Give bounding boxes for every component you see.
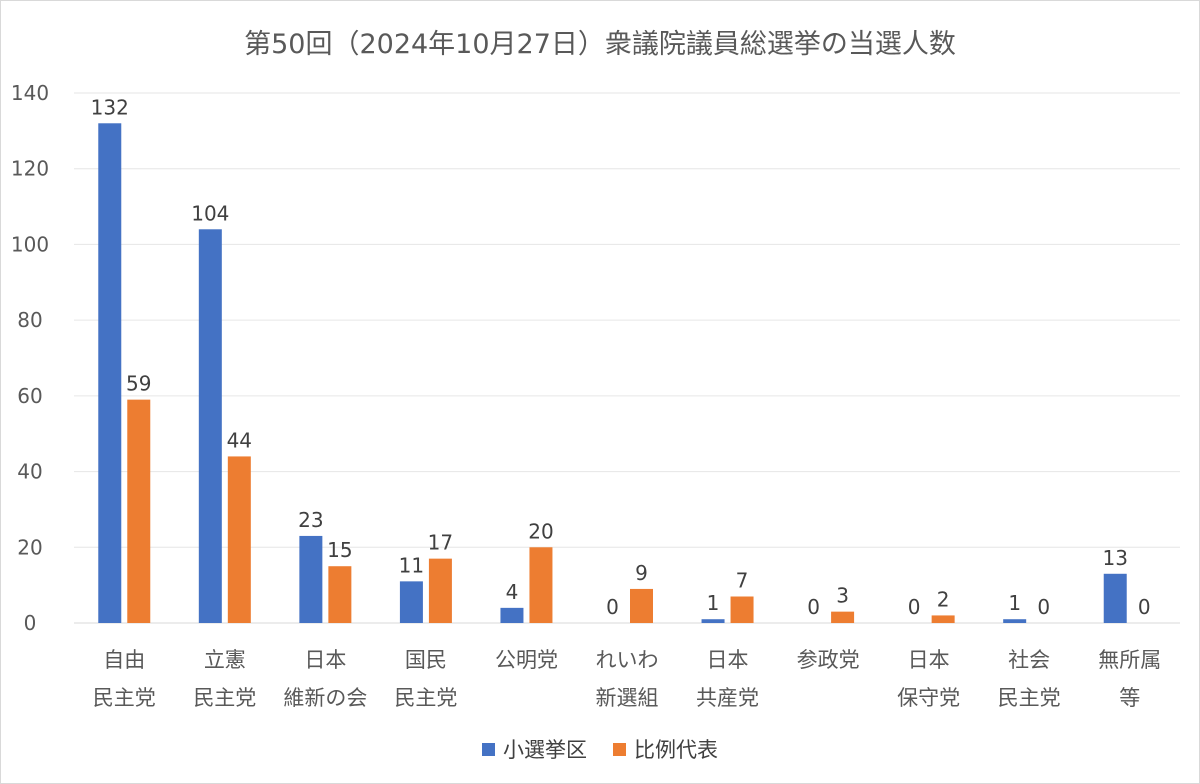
bar-single-seat — [399, 581, 423, 623]
x-tick-label: 立憲 — [204, 648, 246, 672]
chart-legend: 小選挙区 比例代表 — [0, 734, 1200, 764]
data-label: 44 — [227, 428, 252, 452]
data-label: 20 — [528, 519, 553, 543]
y-tick-label: 80 — [17, 308, 42, 332]
y-tick-label: 0 — [24, 611, 37, 635]
data-label: 104 — [191, 201, 229, 225]
data-label: 13 — [1103, 546, 1128, 570]
data-label: 0 — [606, 595, 619, 619]
x-tick-label: 民主党 — [394, 686, 457, 710]
legend-label-single-seat: 小選挙区 — [503, 738, 587, 762]
y-tick-label: 40 — [17, 460, 42, 484]
bar-proportional — [227, 456, 251, 623]
x-tick-label: 等 — [1119, 686, 1140, 710]
data-label: 4 — [506, 580, 519, 604]
x-tick-label: 無所属 — [1098, 648, 1161, 672]
bar-proportional — [931, 615, 955, 623]
bar-proportional — [630, 588, 653, 623]
y-tick-label: 120 — [11, 157, 49, 181]
bar-single-seat — [1003, 619, 1027, 623]
x-tick-label: れいわ — [596, 648, 659, 672]
x-tick-label: 国民 — [405, 648, 447, 672]
y-tick-label: 20 — [17, 535, 42, 559]
data-label: 11 — [399, 553, 424, 577]
legend-swatch-proportional — [613, 742, 626, 756]
bar-single-seat — [701, 619, 725, 623]
x-tick-label: 民主党 — [93, 686, 156, 710]
x-tick-label: 日本 — [707, 648, 749, 672]
y-tick-label: 100 — [11, 232, 49, 256]
legend-item-proportional: 比例代表 — [613, 734, 718, 764]
bar-single-seat — [198, 229, 222, 624]
x-tick-label: 日本 — [908, 648, 950, 672]
legend-item-single-seat: 小選挙区 — [482, 734, 587, 764]
bar-proportional — [328, 566, 352, 623]
bar-proportional — [127, 399, 151, 623]
data-label: 1 — [707, 591, 720, 615]
bar-proportional — [730, 596, 754, 623]
bar-proportional — [831, 611, 855, 623]
bar-single-seat — [1103, 573, 1127, 623]
bar-proportional — [529, 547, 553, 623]
x-tick-label: 共産党 — [696, 686, 759, 710]
x-tick-label: 民主党 — [998, 686, 1061, 710]
x-tick-label: 自由 — [103, 648, 145, 672]
data-label: 132 — [91, 95, 129, 119]
data-label: 7 — [736, 569, 749, 593]
data-label: 9 — [635, 561, 648, 585]
data-label: 17 — [428, 531, 453, 555]
legend-label-proportional: 比例代表 — [634, 738, 718, 762]
data-label: 2 — [937, 587, 950, 611]
data-label: 0 — [807, 595, 820, 619]
bar-single-seat — [98, 123, 122, 624]
data-label: 23 — [298, 508, 323, 532]
data-label: 0 — [1138, 595, 1151, 619]
bar-single-seat — [299, 535, 323, 623]
x-tick-label: 日本 — [304, 648, 346, 672]
bar-proportional — [428, 558, 452, 623]
x-tick-label: 民主党 — [193, 686, 256, 710]
chart-title: 第50回（2024年10月27日）衆議院議員総選挙の当選人数 — [244, 29, 956, 60]
y-tick-label: 140 — [11, 81, 49, 105]
x-tick-label: 社会 — [1008, 648, 1050, 672]
x-tick-label: 新選組 — [596, 686, 659, 710]
data-label: 1 — [1008, 591, 1021, 615]
x-tick-label: 維新の会 — [283, 686, 367, 710]
data-label: 59 — [126, 372, 151, 396]
legend-swatch-single-seat — [482, 742, 495, 756]
data-label: 3 — [836, 584, 849, 608]
bar-single-seat — [500, 607, 524, 623]
x-tick-label: 保守党 — [897, 686, 960, 710]
x-tick-label: 公明党 — [495, 648, 558, 672]
data-label: 0 — [1037, 595, 1050, 619]
data-label: 0 — [908, 595, 921, 619]
y-tick-label: 60 — [17, 384, 42, 408]
x-tick-label: 参政党 — [797, 648, 860, 672]
data-label: 15 — [327, 538, 352, 562]
